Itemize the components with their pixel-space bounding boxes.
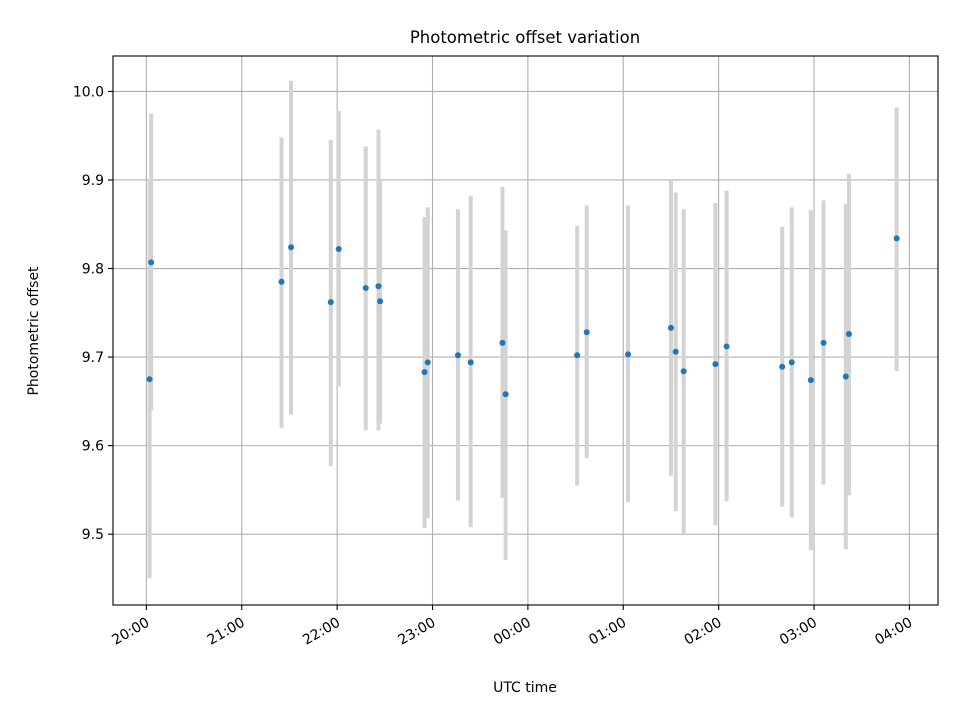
y-tick-label: 9.9 — [82, 173, 104, 189]
data-point — [672, 348, 679, 355]
data-point — [362, 284, 369, 291]
data-point — [454, 352, 461, 359]
data-point — [377, 298, 384, 305]
x-axis-label: UTC time — [493, 680, 557, 696]
data-point — [680, 368, 687, 375]
data-point — [148, 259, 155, 266]
data-point — [335, 246, 342, 253]
data-point — [842, 373, 849, 380]
data-point — [807, 377, 814, 384]
y-tick-label: 10.0 — [73, 84, 104, 100]
data-point — [712, 361, 719, 368]
data-point — [574, 352, 581, 359]
data-point — [723, 343, 730, 350]
data-point — [467, 359, 474, 366]
y-tick-label: 9.6 — [82, 439, 104, 455]
point-layer — [146, 235, 900, 398]
data-point — [375, 283, 382, 290]
data-point — [820, 339, 827, 346]
data-point — [421, 369, 428, 376]
data-point — [288, 244, 295, 251]
data-point — [625, 351, 632, 358]
data-point — [779, 363, 786, 370]
plot-area-frame — [112, 55, 939, 606]
y-tick-label: 9.5 — [82, 527, 104, 543]
data-point — [499, 339, 506, 346]
data-point — [502, 391, 509, 398]
data-point — [327, 299, 334, 306]
data-point — [146, 376, 153, 383]
chart-title: Photometric offset variation — [410, 28, 640, 47]
y-axis: 9.5 9.6 9.7 9.8 9.9 10.0 — [73, 84, 113, 543]
data-point — [845, 331, 852, 338]
y-tick-label: 9.8 — [82, 262, 104, 278]
y-tick-label: 9.7 — [82, 350, 104, 366]
data-point — [424, 359, 431, 366]
y-axis-label: Photometric offset — [26, 266, 42, 396]
data-point — [893, 235, 900, 242]
data-point — [667, 324, 674, 331]
data-point — [278, 278, 285, 285]
data-point — [583, 329, 590, 336]
grid-layer — [113, 56, 938, 605]
data-point — [788, 359, 795, 366]
